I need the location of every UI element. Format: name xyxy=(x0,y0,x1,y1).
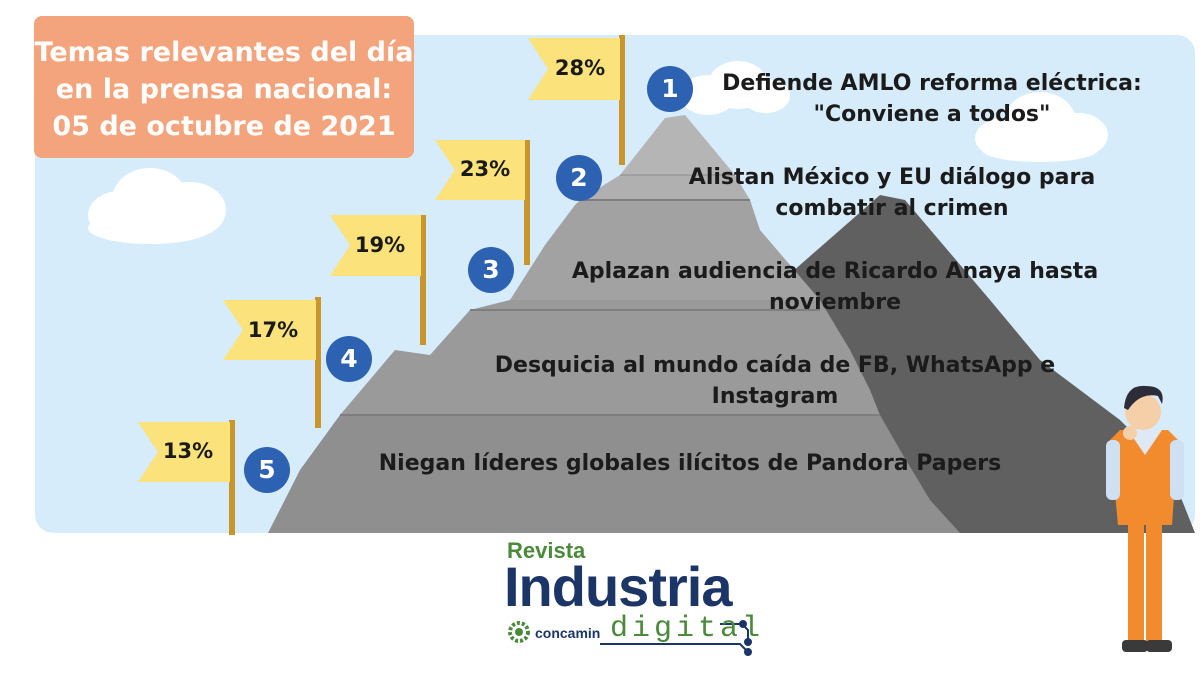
topic-2: Alistan México y EU diálogo para combati… xyxy=(672,162,1112,224)
rank-badge-3: 3 xyxy=(468,247,514,293)
rank-badge-4: 4 xyxy=(326,336,372,382)
mountain-band-5 xyxy=(268,415,960,533)
logo-concamin-text: concamin xyxy=(535,625,601,641)
flag-5 xyxy=(138,420,235,535)
logo-digital-text: digital xyxy=(610,612,765,646)
flag-5-percent: 13% xyxy=(162,439,214,463)
cloud-top xyxy=(680,61,790,115)
topic-1-line-2: "Conviene a todos" xyxy=(813,102,1051,127)
topic-5: Niegan líderes globales ilícitos de Pand… xyxy=(345,448,1035,479)
flag-2 xyxy=(435,140,530,265)
topic-3-line-2: noviembre xyxy=(768,290,902,315)
topic-2-line-1: Alistan México y EU diálogo para xyxy=(688,165,1096,190)
rank-badge-2: 2 xyxy=(556,155,602,201)
topic-1: Defiende AMLO reforma eléctrica: "Convie… xyxy=(702,68,1162,130)
topic-3-line-1: Aplazan audiencia de Ricardo Anaya hasta xyxy=(571,259,1099,284)
mountain-band-1 xyxy=(620,115,735,175)
flag-4-percent: 17% xyxy=(247,318,299,342)
flag-1 xyxy=(528,35,625,165)
flag-3-percent: 19% xyxy=(354,233,406,257)
flag-3 xyxy=(330,215,426,345)
mountain-band-2 xyxy=(580,175,750,200)
mountain-band-3 xyxy=(510,200,820,300)
title-line-3: 05 de octubre de 2021 xyxy=(52,111,396,142)
logo-revista-text: Revista xyxy=(507,538,586,563)
title-box: Temas relevantes del día en la prensa na… xyxy=(34,16,414,158)
cloud-right xyxy=(975,92,1108,162)
topic-5-line-1: Niegan líderes globales ilícitos de Pand… xyxy=(378,451,1002,476)
topic-3: Aplazan audiencia de Ricardo Anaya hasta… xyxy=(545,256,1125,318)
thinking-man-illustration xyxy=(1106,385,1184,652)
flag-1-percent: 28% xyxy=(554,56,606,80)
flag-4 xyxy=(223,297,321,428)
topic-4-line-1: Desquicia al mundo caída de FB, WhatsApp… xyxy=(494,353,1056,378)
cloud-left xyxy=(88,168,226,244)
rank-badge-5: 5 xyxy=(244,447,290,493)
topic-4: Desquicia al mundo caída de FB, WhatsApp… xyxy=(480,350,1070,412)
flag-2-percent: 23% xyxy=(459,157,511,181)
topic-2-line-2: combatir al crimen xyxy=(775,196,1009,221)
topic-4-line-2: Instagram xyxy=(711,384,839,409)
title-line-1: Temas relevantes del día xyxy=(34,37,414,68)
concamin-gear-icon xyxy=(508,621,530,643)
logo-industria-text: Industria xyxy=(504,555,732,618)
title-line-2: en la prensa nacional: xyxy=(55,74,393,105)
rank-badge-1: 1 xyxy=(647,66,693,112)
topic-1-line-1: Defiende AMLO reforma eléctrica: xyxy=(722,71,1142,96)
mountain-band-4 xyxy=(340,300,880,415)
circuit-decoration xyxy=(600,620,752,656)
